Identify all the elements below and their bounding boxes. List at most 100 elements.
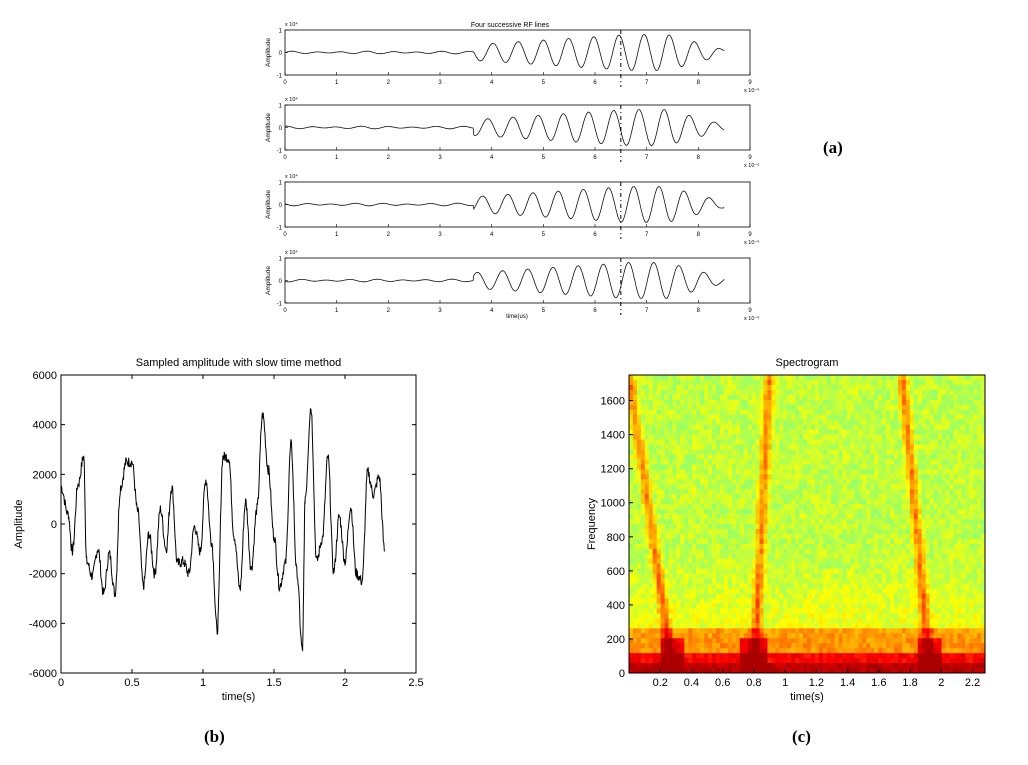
spectrogram-cell — [878, 558, 883, 565]
spectrogram-cell — [696, 414, 701, 421]
spectrogram-cell — [680, 519, 685, 525]
spectrogram-cell — [632, 474, 638, 480]
spectrogram-cell — [897, 514, 903, 520]
spectrogram-cell — [921, 509, 927, 515]
spectrogram-cell — [644, 429, 650, 435]
spectrogram-cell — [672, 618, 677, 624]
spectrogram-cell — [751, 494, 756, 500]
spectrogram-cell — [731, 548, 737, 555]
spectrogram-cell — [842, 598, 847, 604]
spectrogram-cell — [751, 424, 756, 431]
spectrogram-cell — [846, 375, 851, 381]
spectrogram-cell — [696, 658, 701, 664]
spectrogram-cell — [723, 598, 729, 604]
spectrogram-cell — [850, 474, 855, 480]
spectrogram-cell — [894, 464, 899, 470]
spectrogram-cell — [719, 494, 725, 500]
spectrogram-cell — [783, 519, 788, 525]
spectrogram-cell — [945, 394, 950, 401]
spectrogram-cell — [894, 494, 899, 500]
spectrogram-cell — [866, 563, 871, 570]
spectrogram-cell — [712, 663, 717, 669]
spectrogram-cell — [905, 528, 911, 535]
spectrogram-cell — [779, 439, 784, 445]
spectrogram-cell — [858, 474, 863, 480]
spectrogram-cell — [716, 444, 721, 450]
spectrogram-cell — [878, 379, 883, 386]
spectrogram-cell — [692, 469, 697, 475]
spectrogram-cell — [933, 389, 938, 396]
spectrogram-cell — [652, 663, 658, 669]
spectrogram-cell — [731, 389, 737, 396]
spectrogram-cell — [937, 399, 942, 406]
spectrogram-cell — [632, 459, 638, 465]
spectrogram-cell — [656, 638, 662, 644]
spectrogram-cell — [799, 404, 804, 411]
spectrogram-cell — [684, 469, 689, 475]
spectrogram-cell — [905, 479, 911, 485]
spectrogram-cell — [751, 484, 756, 490]
spectrogram-cell — [870, 434, 875, 440]
spectrogram-cell — [894, 633, 899, 639]
spectrogram-cell — [882, 533, 887, 540]
spectrogram-cell — [751, 538, 756, 545]
spectrogram-cell — [712, 543, 717, 550]
spectrogram-cell — [704, 409, 709, 416]
spectrogram-cell — [660, 533, 665, 540]
spectrogram-cell — [727, 643, 733, 649]
spectrogram-cell — [795, 479, 800, 485]
spectrogram-cell — [676, 519, 681, 525]
spectrogram-cell — [822, 573, 828, 580]
spectrogram-cell — [747, 603, 753, 609]
spectrogram-cell — [866, 474, 871, 480]
spectrogram-cell — [664, 409, 669, 416]
spectrogram-cell — [787, 668, 792, 674]
spectrogram-cell — [696, 509, 701, 515]
spectrogram-cell — [747, 618, 753, 624]
spectrogram-cell — [735, 568, 741, 575]
spectrogram-cell — [830, 558, 836, 565]
spectrogram-cell — [783, 643, 788, 649]
spectrogram-cell — [858, 563, 863, 570]
spectrogram-cell — [937, 484, 942, 490]
spectrogram-cell — [787, 543, 792, 550]
spectrogram-cell — [803, 509, 808, 515]
spectrogram-cell — [862, 538, 867, 545]
spectrogram-cell — [644, 444, 650, 450]
spectrogram-cell — [767, 638, 772, 644]
spectrogram-cell — [913, 449, 919, 455]
spectrogram-cell — [644, 588, 650, 594]
spectrogram-cell — [882, 668, 887, 674]
spectrogram-cell — [799, 479, 804, 485]
spectrogram-cell — [842, 563, 847, 570]
spectrogram-cell — [648, 598, 654, 604]
spectrogram-cell — [684, 439, 689, 445]
spectrogram-cell — [814, 558, 820, 565]
spectrogram-cell — [834, 613, 840, 619]
spectrogram-cell — [945, 414, 950, 421]
spectrogram-cell — [830, 474, 836, 480]
spectrogram-cell — [929, 414, 934, 421]
spectrogram-cell — [870, 375, 875, 381]
spectrogram-cell — [913, 524, 919, 530]
spectrogram-cell — [822, 434, 828, 440]
spectrogram-cell — [763, 484, 768, 490]
spectrogram-cell — [791, 484, 796, 490]
spectrogram-cell — [743, 384, 749, 391]
spectrogram-cell — [882, 603, 887, 609]
spectrogram-cell — [751, 623, 756, 629]
spectrogram-cell — [648, 389, 654, 396]
spectrogram-cell — [696, 379, 701, 386]
spectrogram-cell — [759, 384, 764, 391]
spectrogram-cell — [874, 583, 879, 589]
spectrogram-cell — [901, 598, 907, 604]
spectrogram-cell — [854, 484, 859, 490]
spectrogram-cell — [755, 504, 760, 510]
rf-x-exponent: x 10⁻⁶ — [744, 87, 760, 94]
spectrogram-cell — [644, 648, 650, 654]
spectrogram-cell — [731, 404, 737, 411]
spectrogram-cell — [727, 578, 733, 584]
spectrogram-cell — [822, 633, 828, 639]
spectrogram-cell — [723, 648, 729, 654]
spectrogram-cell — [890, 628, 895, 634]
